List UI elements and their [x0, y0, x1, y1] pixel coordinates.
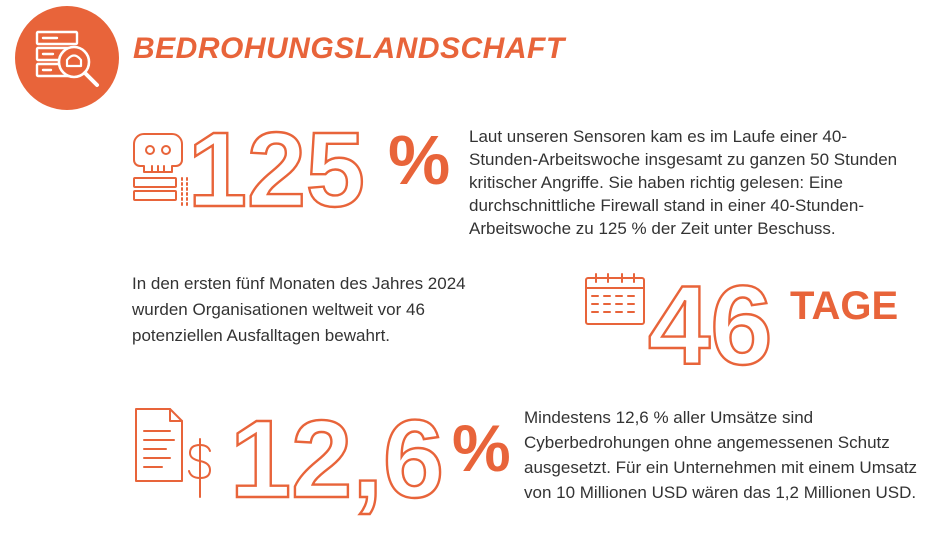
stat-description: Mindestens 12,6 % aller Umsätze sind Cyb… [524, 408, 918, 502]
stat-description: Laut unseren Sensoren kam es im Laufe ei… [469, 127, 898, 238]
stat-value-12-6: 12,6 [229, 397, 445, 522]
server-search-icon [35, 30, 99, 87]
stat-value-46: 46 [647, 262, 774, 389]
stat-unit-percent: % [452, 411, 511, 485]
page-title: BEDROHUNGSLANDSCHAFT [133, 32, 565, 65]
stat-value-text: 46 [648, 263, 773, 388]
skull-server-icon [133, 133, 188, 206]
document-dollar-icon [135, 408, 211, 498]
stat-value-text: 125 [188, 111, 365, 229]
stat-value-text: 12,6 [230, 398, 444, 521]
header-badge [15, 6, 119, 110]
stat-unit-percent: % [388, 121, 451, 199]
calendar-icon [585, 273, 645, 325]
stat-value-125: 125 [187, 110, 366, 230]
stat-description: In den ersten fünf Monaten des Jahres 20… [132, 274, 466, 345]
stat-unit-days: TAGE [790, 284, 899, 328]
